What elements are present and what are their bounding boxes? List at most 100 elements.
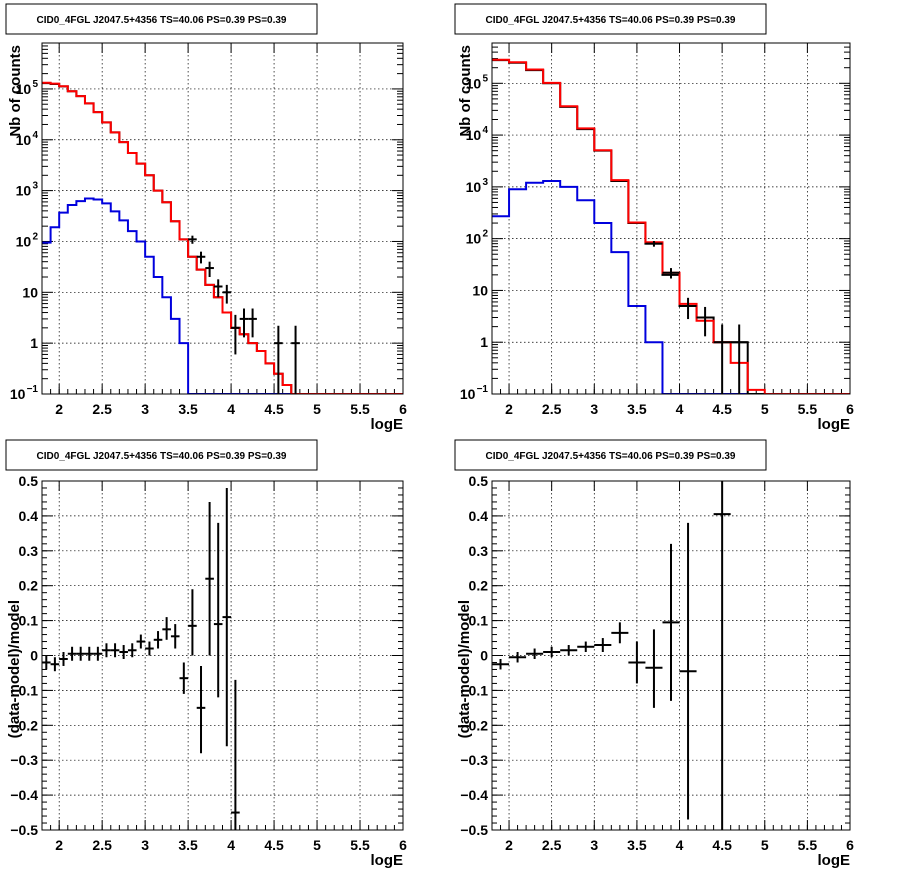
data-point [196,665,206,754]
data-point [102,643,111,658]
data-point [239,308,249,338]
data-point [274,325,283,394]
x-tick-label: 4.5 [712,837,732,853]
y-tick-label: 0.2 [19,578,39,594]
y-axis-title: (data-model)/model [456,600,473,738]
chart-title: CID0_4FGL J2047.5+4356 TS=40.06 PS=0.39 … [37,15,287,26]
y-tick-label: 0.5 [19,473,39,489]
y-tick-exponent: 5 [32,79,38,90]
x-tick-label: 4 [227,401,235,417]
chart-panel-bl: CID0_4FGL J2047.5+4356 TS=40.06 PS=0.39 … [5,439,407,869]
y-tick-label: 10 [466,75,482,91]
plot-frame [41,42,404,395]
data-point [291,325,300,394]
data-point [179,662,189,694]
data-point [543,646,561,658]
x-tick-label: 4.5 [264,837,284,853]
y-tick-label: 10 [472,282,488,298]
x-axis-title: logE [371,852,404,869]
data-point [645,629,663,708]
x-tick-label: 3 [590,401,598,417]
y-tick-label: −0.4 [10,787,38,803]
y-tick-label: 0.2 [469,578,489,594]
data-point [679,522,697,820]
data-point [628,641,646,684]
x-axis-title: logE [371,416,404,433]
chart-title: CID0_4FGL J2047.5+4356 TS=40.06 PS=0.39 … [486,15,736,26]
x-tick-label: 2 [55,837,63,853]
y-tick-exponent: −1 [27,384,39,395]
y-tick-label: 10 [460,386,476,402]
x-tick-label: 3.5 [627,401,647,417]
data-point [231,314,240,355]
data-point [136,634,146,649]
data-point [248,308,257,338]
data-point [594,638,612,653]
x-tick-label: 5.5 [798,401,818,417]
data-point [67,646,77,661]
plot-area [492,481,731,830]
histogram-blue [492,179,850,394]
x-tick-label: 6 [846,837,854,853]
y-tick-label: 10 [10,386,26,402]
y-tick-label: 0.3 [19,543,39,559]
data-point [713,481,731,830]
y-tick-label: 0.4 [19,508,39,524]
data-point [231,679,240,830]
data-point [205,501,214,656]
x-tick-label: 2.5 [542,837,562,853]
x-tick-label: 3.5 [627,837,647,853]
title-box [5,3,318,35]
data-point [42,655,51,670]
data-point [662,543,680,701]
plot-area [42,487,240,830]
title-box [454,439,767,471]
data-point [222,284,232,304]
y-tick-label: 1 [480,334,488,350]
y-axis-title: Nb of counts [457,45,474,137]
data-point [59,652,68,666]
data-point [188,235,197,244]
y-tick-label: 0.4 [469,508,489,524]
y-tick-label: 0.5 [469,473,489,489]
x-tick-label: 4 [676,401,684,417]
y-tick-exponent: 4 [482,125,488,136]
data-point [93,646,103,661]
data-point [492,658,510,670]
x-tick-label: 2 [505,401,513,417]
data-point [76,646,85,661]
x-tick-label: 2 [505,837,513,853]
y-tick-label: 10 [16,132,32,148]
y-tick-label: −0.2 [10,717,38,733]
y-tick-label: 10 [16,183,32,199]
data-point [213,279,223,298]
y-tick-label: 10 [16,81,32,97]
x-tick-label: 2.5 [92,401,112,417]
y-tick-label: −0.4 [460,787,488,803]
data-point [205,261,214,277]
chart-title: CID0_4FGL J2047.5+4356 TS=40.06 PS=0.39 … [37,451,287,462]
x-tick-label: 6 [399,401,407,417]
y-tick-exponent: 3 [32,181,38,192]
x-tick-label: 4 [227,837,235,853]
y-tick-label: 0 [30,648,38,664]
chart-panel-tr: CID0_4FGL J2047.5+4356 TS=40.06 PS=0.39 … [454,3,854,433]
y-tick-label: 0.1 [469,613,489,629]
x-tick-label: 5.5 [350,401,370,417]
data-point [127,643,137,658]
y-axis-title: (data-model)/model [6,600,23,738]
data-point [645,241,663,247]
chart-panel-tl: CID0_4FGL J2047.5+4356 TS=40.06 PS=0.39 … [5,3,407,433]
y-tick-label: 0.3 [469,543,489,559]
histogram-red [492,58,850,394]
data-point [170,624,180,649]
plot-area [492,58,850,394]
y-tick-exponent: 3 [482,177,488,188]
y-tick-exponent: 2 [482,229,488,240]
data-point [196,251,206,264]
y-tick-label: 0.1 [19,613,39,629]
y-tick-label: −0.3 [460,752,488,768]
x-tick-label: 6 [846,401,854,417]
y-tick-exponent: 5 [482,73,488,84]
y-axis-title: Nb of counts [7,45,24,137]
